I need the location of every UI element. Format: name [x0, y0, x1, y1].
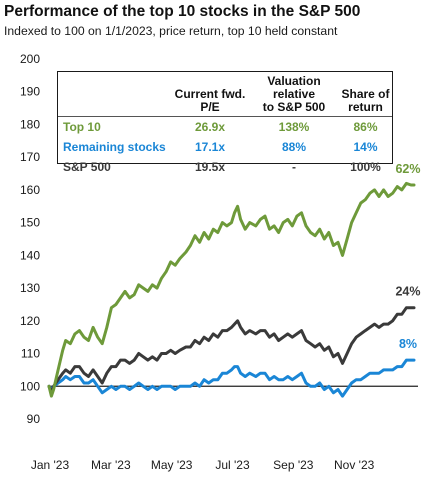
- end-label: 24%: [395, 285, 420, 299]
- stats-header-blank: [58, 72, 171, 117]
- row-name: S&P 500: [63, 160, 111, 174]
- end-label: 62%: [395, 162, 420, 176]
- stats-header-share-line2: return: [348, 100, 383, 114]
- x-tick-label: Jan '23: [31, 458, 70, 472]
- row-name: Top 10: [58, 116, 171, 137]
- stats-header-share-line1: Share of: [341, 87, 390, 101]
- row-pe: 17.1x: [194, 140, 226, 154]
- chart-subtitle: Indexed to 100 on 1/1/2023, price return…: [4, 24, 338, 38]
- stats-header-pe-line1: Current fwd.: [174, 87, 246, 101]
- stats-header-pe: Current fwd. P/E: [171, 72, 249, 117]
- y-tick-label: 110: [21, 347, 40, 361]
- row-valuation: 138%: [249, 116, 339, 137]
- series-line-top-10: [47, 181, 416, 398]
- row-valuation: 88%: [281, 140, 307, 154]
- series-line-remaining-stocks: [47, 358, 416, 398]
- x-tick-label: Sep '23: [273, 458, 314, 472]
- stats-row-remaining: Remaining stocks 17.1x 88% 14%: [58, 137, 392, 157]
- stats-row-top10: Top 10 26.9x 138% 86%: [58, 116, 392, 137]
- x-tick-label: May '23: [151, 458, 193, 472]
- y-tick-label: 180: [20, 117, 40, 131]
- row-share: 100%: [350, 160, 381, 174]
- row-share: 14%: [353, 140, 378, 154]
- x-tick-label: Mar '23: [91, 458, 131, 472]
- stats-row-sp500: S&P 500 19.5x - 100%: [58, 157, 392, 177]
- series-lines: [47, 181, 416, 398]
- y-tick-label: 160: [20, 183, 40, 197]
- x-tick-label: Nov '23: [334, 458, 375, 472]
- row-pe: 19.5x: [194, 160, 226, 174]
- stats-header-valuation-line2: to S&P 500: [262, 100, 326, 114]
- stats-header-valuation: Valuation relative to S&P 500: [249, 72, 339, 117]
- stats-header-row: Current fwd. P/E Valuation relative to S…: [58, 72, 392, 117]
- x-axis: Jan '23 Mar '23 May '23 Jul '23 Sep '23 Nov '…: [31, 385, 418, 472]
- y-tick-label: 190: [20, 85, 40, 99]
- y-tick-label: 100: [20, 379, 40, 393]
- stats-header-pe-line2: P/E: [200, 100, 220, 114]
- stats-header-valuation-line1: Valuation relative: [267, 74, 321, 101]
- y-tick-label: 130: [20, 281, 40, 295]
- x-tick-label: Jul '23: [215, 458, 250, 472]
- y-tick-label: 140: [20, 248, 40, 262]
- end-label: 8%: [399, 337, 417, 351]
- y-tick-label: 120: [20, 314, 40, 328]
- y-tick-label: 200: [20, 52, 40, 66]
- y-tick-label: 150: [20, 216, 40, 230]
- row-pe: 26.9x: [171, 116, 249, 137]
- y-tick-label: 90: [27, 412, 41, 426]
- chart-title: Performance of the top 10 stocks in the …: [4, 3, 361, 20]
- row-valuation: -: [292, 160, 296, 174]
- row-share: 86%: [339, 116, 392, 137]
- stats-header-share: Share of return: [339, 72, 392, 117]
- stats-table: Current fwd. P/E Valuation relative to S…: [57, 71, 393, 174]
- series-line-s-p-500: [47, 306, 416, 395]
- row-name: Remaining stocks: [63, 140, 166, 154]
- end-labels: 62% 24% 8%: [395, 162, 420, 351]
- y-tick-label: 170: [20, 150, 40, 164]
- y-axis: 90 100 110 120 130 140 150 160 170 180 190 200: [20, 52, 40, 426]
